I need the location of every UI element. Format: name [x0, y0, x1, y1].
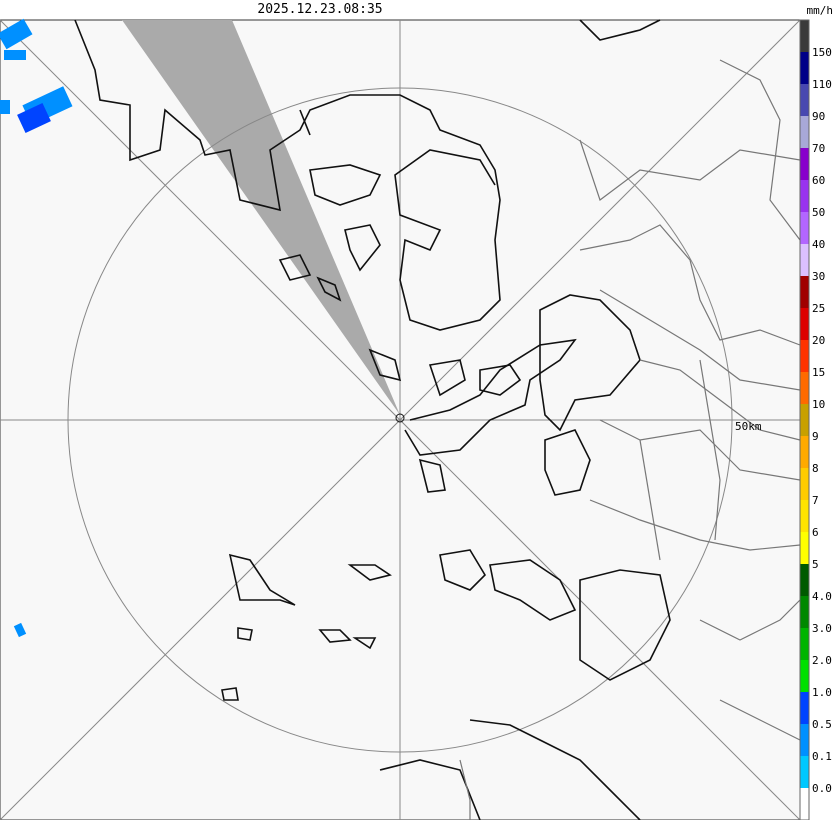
legend-label: 20	[812, 334, 825, 347]
legend-label: 9	[812, 430, 819, 443]
legend-label: 15	[812, 366, 825, 379]
legend-swatch	[800, 276, 809, 308]
legend-label: 4.0	[812, 590, 832, 603]
legend-label: 25	[812, 302, 825, 315]
legend-label: 6	[812, 526, 819, 539]
legend-label: 150	[812, 46, 832, 59]
blocked-sector	[122, 20, 400, 415]
legend-label: 30	[812, 270, 825, 283]
timestamp: 2025.12.23.08:35	[257, 2, 382, 17]
crosshair	[0, 19, 801, 820]
range-ring	[67, 87, 733, 753]
legend-label: 0.1	[812, 750, 832, 763]
legend-swatch	[800, 212, 809, 244]
legend-label: 60	[812, 174, 825, 187]
legend: 150 110 90 70 60 50 40 30 25 20 15 10 9 8 7 6 5 4.0 3.0 2.0…	[799, 19, 832, 820]
radar-site	[395, 413, 405, 423]
legend-swatch	[800, 20, 809, 52]
legend-label: 1.0	[812, 686, 832, 699]
legend-label: 2.0	[812, 654, 832, 667]
legend-label: 110	[812, 78, 832, 91]
legend-swatch	[800, 788, 809, 820]
legend-label: 70	[812, 142, 825, 155]
legend-label: 10	[812, 398, 825, 411]
legend-label: 5	[812, 558, 819, 571]
legend-swatch	[800, 436, 809, 468]
legend-swatch	[800, 756, 809, 788]
legend-swatch	[800, 84, 809, 116]
legend-label: 0.0	[812, 782, 832, 795]
legend-swatch	[800, 500, 809, 532]
legend-swatch	[800, 628, 809, 660]
legend-swatch	[800, 564, 809, 596]
legend-swatch	[800, 148, 809, 180]
range-label: 50km	[735, 420, 762, 433]
legend-label: 50	[812, 206, 825, 219]
legend-swatch	[800, 660, 809, 692]
legend-label: 0.5	[812, 718, 832, 731]
legend-frame	[799, 19, 810, 820]
legend-swatch	[800, 404, 809, 436]
legend-swatch	[800, 372, 809, 404]
legend-swatch	[800, 116, 809, 148]
legend-label: 7	[812, 494, 819, 507]
legend-swatch	[800, 596, 809, 628]
coastline	[74, 19, 671, 820]
legend-swatch	[800, 308, 809, 340]
legend-label: 8	[812, 462, 819, 475]
legend-swatch	[800, 340, 809, 372]
legend-swatch	[800, 468, 809, 500]
legend-swatch	[800, 532, 809, 564]
legend-unit: mm/h	[807, 4, 834, 17]
admin-borders	[459, 59, 801, 820]
legend-swatch	[800, 244, 809, 276]
map: 50km	[0, 18, 801, 820]
legend-swatch	[800, 692, 809, 724]
legend-swatch	[800, 180, 809, 212]
precipitation	[0, 18, 73, 638]
legend-label: 3.0	[812, 622, 832, 635]
legend-label: 40	[812, 238, 825, 251]
legend-swatch	[800, 52, 809, 84]
legend-label: 90	[812, 110, 825, 123]
legend-swatch	[800, 724, 809, 756]
